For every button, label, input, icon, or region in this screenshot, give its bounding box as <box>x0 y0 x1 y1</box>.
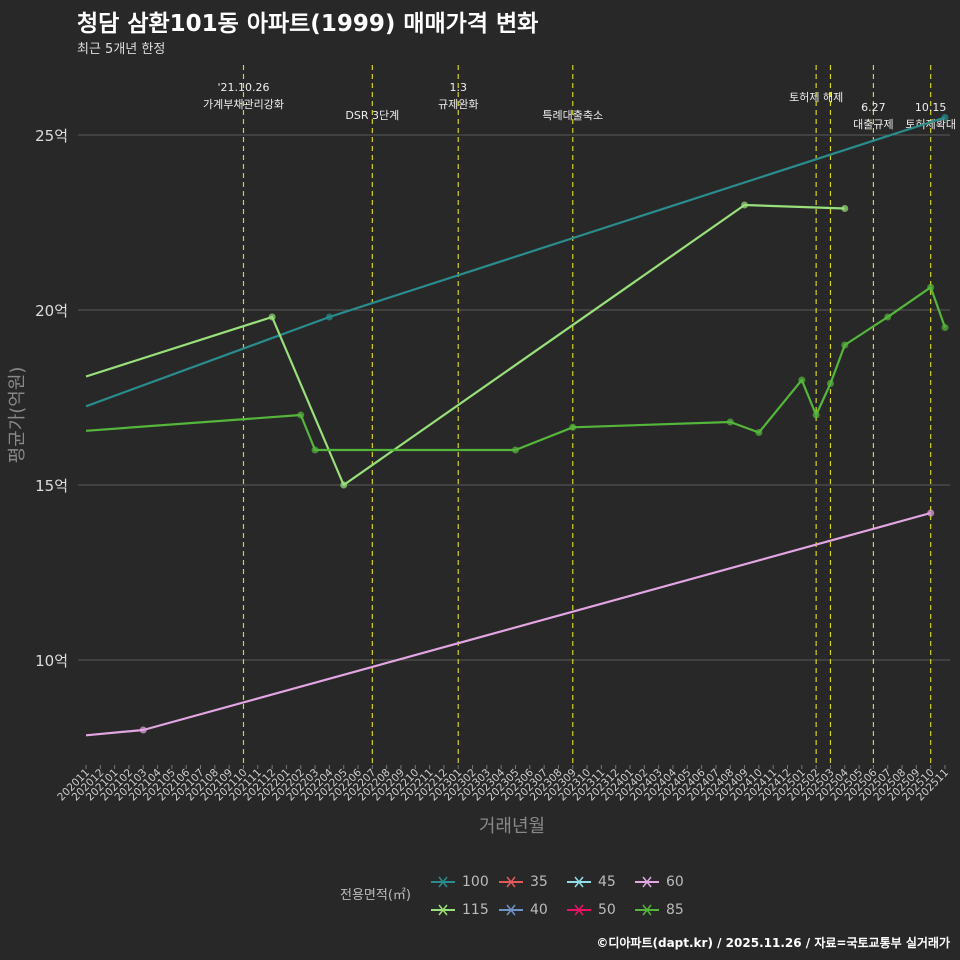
data-points <box>139 114 949 734</box>
legend-items: 100 35 45 60 115 40 50 85 <box>430 868 702 924</box>
legend-key-icon <box>499 876 523 888</box>
legend-item-45: 45 <box>566 868 634 896</box>
legend-label: 60 <box>666 874 684 890</box>
legend-key-icon <box>499 904 523 916</box>
policy-annotation: 토허제 해제 <box>789 90 843 104</box>
legend-label: 85 <box>666 902 684 918</box>
legend-key-icon <box>635 904 659 916</box>
data-point <box>927 283 935 291</box>
data-point <box>311 446 319 454</box>
data-point <box>884 313 892 321</box>
data-point <box>941 114 949 121</box>
source-footer: ©디아파트(dapt.kr) / 2025.11.26 / 자료=국토교통부 실… <box>596 936 950 950</box>
data-point <box>812 411 820 419</box>
data-point <box>325 313 333 321</box>
x-axis-label: 거래년월 <box>479 816 545 837</box>
legend-label: 100 <box>462 874 489 890</box>
legend-item-60: 60 <box>634 868 702 896</box>
policy-annotation: 6.27 <box>861 101 886 114</box>
data-point <box>826 380 834 387</box>
data-point <box>268 313 276 321</box>
y-tick-label: 20억 <box>35 302 68 320</box>
data-point <box>798 376 806 384</box>
gridlines <box>78 134 950 661</box>
y-axis-ticks: 10억 15억 20억 25억 <box>35 127 68 670</box>
legend-item-115: 115 <box>430 896 498 924</box>
legend-item-50: 50 <box>566 896 634 924</box>
legend-title: 전용면적(㎡) <box>340 888 411 903</box>
legend-item-35: 35 <box>498 868 566 896</box>
policy-annotation: 1.3 <box>449 81 467 94</box>
y-tick-label: 10억 <box>35 652 68 670</box>
policy-annotation: 가계부채관리강화 <box>203 98 284 111</box>
series-line-60 <box>85 511 931 737</box>
data-point <box>841 205 849 212</box>
legend-key-icon <box>431 876 455 888</box>
data-point <box>726 418 734 426</box>
legend-key-icon <box>567 904 591 916</box>
legend-key-icon <box>635 876 659 888</box>
data-point <box>297 411 305 419</box>
legend-label: 115 <box>462 902 489 918</box>
policy-annotation: DSR 3단계 <box>345 109 399 122</box>
policy-annotation: 토허제확대 <box>905 118 956 131</box>
legend-label: 40 <box>530 902 548 918</box>
legend-label: 50 <box>598 902 616 918</box>
chart-subtitle: 최근 5개년 한정 <box>77 42 166 57</box>
policy-annotation: 대출규제 <box>853 118 893 131</box>
series-line-85 <box>85 286 947 452</box>
policy-annotation: '21.10.26 <box>217 81 269 94</box>
legend-item-100: 100 <box>430 868 498 896</box>
data-point <box>927 509 935 517</box>
data-point <box>941 324 949 331</box>
x-axis-ticks: 2020112020122021012021022021032021042021… <box>55 765 951 803</box>
legend-key-icon <box>567 876 591 888</box>
y-axis-label: 평균가(억원) <box>7 367 28 464</box>
legend-key-icon <box>431 904 455 916</box>
data-point <box>755 429 763 436</box>
legend-label: 45 <box>598 874 616 890</box>
data-point <box>340 481 348 489</box>
legend-label: 35 <box>530 874 548 890</box>
legend-item-85: 85 <box>634 896 702 924</box>
policy-annotation: 규제완화 <box>438 98 478 111</box>
y-tick-label: 15억 <box>35 477 68 495</box>
series-line-115 <box>85 203 845 487</box>
data-point <box>569 423 577 431</box>
data-point <box>741 201 749 209</box>
policy-annotation: 10.15 <box>915 101 947 114</box>
legend-item-40: 40 <box>498 896 566 924</box>
data-point <box>139 726 147 734</box>
data-point <box>512 446 519 454</box>
policy-annotation: 특례대출축소 <box>542 109 603 122</box>
chart-title: 청담 삼환101동 아파트(1999) 매매가격 변화 <box>77 11 539 37</box>
y-tick-label: 25억 <box>35 127 68 145</box>
data-point <box>841 341 849 349</box>
